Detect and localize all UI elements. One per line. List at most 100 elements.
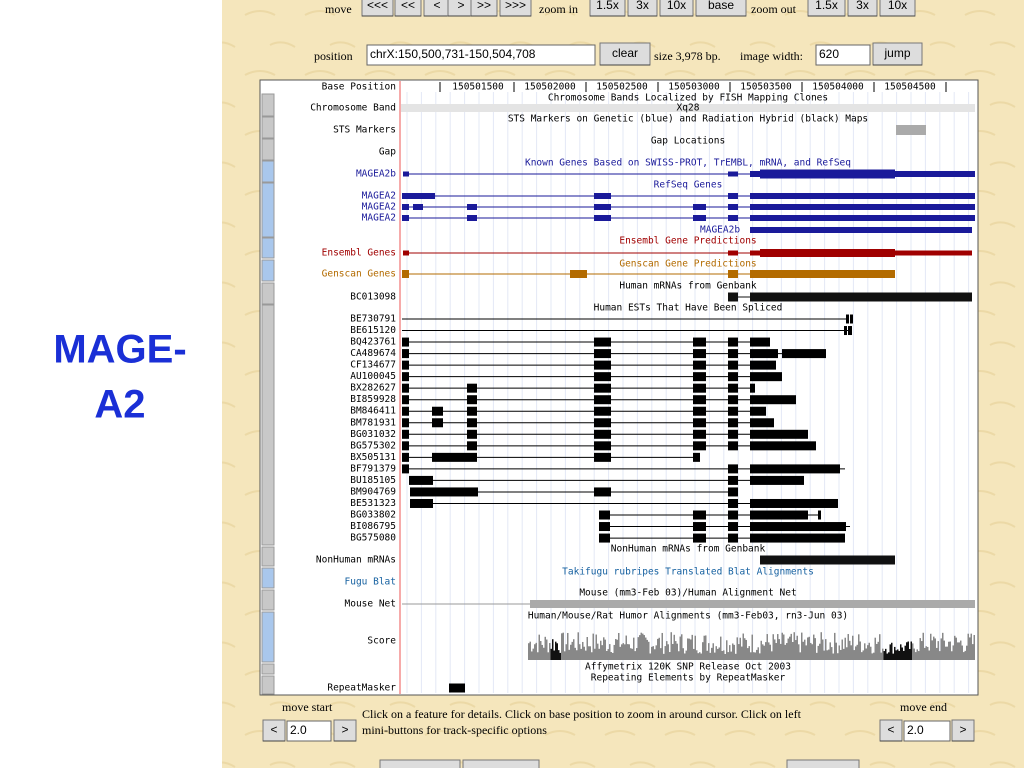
feature[interactable]	[750, 533, 845, 543]
mini-button[interactable]	[261, 663, 275, 675]
feature[interactable]	[402, 418, 409, 428]
mini-button[interactable]	[261, 182, 275, 238]
track-label[interactable]: BG033802	[350, 510, 396, 521]
feature[interactable]	[402, 429, 409, 439]
mini-button[interactable]	[261, 93, 275, 117]
feature[interactable]	[402, 383, 409, 393]
feature[interactable]	[760, 249, 895, 257]
feature[interactable]	[693, 360, 706, 370]
feature[interactable]	[467, 395, 477, 405]
feature[interactable]	[750, 337, 770, 347]
track-label[interactable]: Score	[367, 636, 396, 647]
feature[interactable]	[728, 487, 738, 497]
feature[interactable]	[594, 418, 611, 428]
track-label[interactable]: BM904769	[350, 486, 396, 497]
feature[interactable]	[728, 215, 738, 221]
feature[interactable]	[750, 475, 804, 485]
feature[interactable]	[449, 683, 465, 693]
start-left-button-text[interactable]: <	[270, 723, 277, 737]
track-label[interactable]: BG575302	[350, 440, 396, 451]
feature[interactable]	[750, 360, 776, 370]
feature[interactable]	[750, 429, 808, 439]
end-input-text[interactable]: 2.0	[907, 723, 924, 737]
feature[interactable]	[467, 418, 477, 428]
feature[interactable]	[594, 193, 611, 199]
track-label[interactable]: BG575080	[350, 533, 396, 544]
mini-button[interactable]	[261, 675, 275, 695]
feature[interactable]	[599, 510, 610, 520]
mini-button[interactable]	[261, 160, 275, 183]
move-button-text[interactable]: >>	[477, 0, 491, 12]
feature[interactable]	[760, 169, 895, 179]
feature[interactable]	[467, 383, 477, 393]
move-button-text[interactable]: <<<	[367, 0, 388, 12]
feature[interactable]	[402, 215, 409, 221]
feature[interactable]	[750, 418, 774, 428]
feature[interactable]	[693, 452, 700, 462]
feature[interactable]	[402, 464, 409, 474]
feature[interactable]	[432, 418, 443, 428]
feature[interactable]	[728, 395, 738, 405]
feature[interactable]	[594, 395, 611, 405]
feature[interactable]	[403, 171, 409, 177]
feature[interactable]	[594, 360, 611, 370]
feature[interactable]	[693, 429, 706, 439]
feature[interactable]	[570, 270, 587, 278]
feature[interactable]	[728, 349, 738, 359]
end-input[interactable]	[903, 720, 951, 742]
feature[interactable]	[594, 487, 611, 497]
feature[interactable]	[750, 441, 816, 451]
feature[interactable]	[728, 429, 738, 439]
mini-button[interactable]	[261, 116, 275, 139]
feature[interactable]	[402, 441, 409, 451]
feature[interactable]	[693, 406, 706, 416]
image-width-input-text[interactable]: 620	[819, 47, 839, 61]
feature[interactable]	[750, 193, 975, 199]
feature[interactable]	[750, 270, 895, 278]
mini-button[interactable]	[261, 546, 275, 567]
feature[interactable]	[750, 383, 755, 393]
feature[interactable]	[750, 372, 782, 382]
track-label[interactable]: RepeatMasker	[327, 683, 396, 694]
feature[interactable]	[594, 406, 611, 416]
mini-button[interactable]	[261, 259, 275, 282]
feature[interactable]	[594, 215, 611, 221]
track-label[interactable]: BE531323	[350, 498, 396, 509]
end-right-button-text[interactable]: >	[959, 723, 966, 737]
zoom-in-button-text[interactable]: base	[708, 0, 734, 12]
feature[interactable]	[693, 204, 706, 210]
mini-button[interactable]	[261, 282, 275, 305]
jump-button-text[interactable]: jump	[883, 46, 910, 60]
feature[interactable]	[728, 193, 738, 199]
feature[interactable]	[402, 204, 409, 210]
feature[interactable]	[599, 533, 610, 543]
feature[interactable]	[594, 429, 611, 439]
feature[interactable]	[728, 510, 738, 520]
feature[interactable]	[728, 475, 738, 485]
zoom-out-button-text[interactable]: 10x	[888, 0, 907, 12]
feature[interactable]	[594, 337, 611, 347]
track-label[interactable]: Chromosome Band	[310, 103, 396, 114]
track-label[interactable]: Ensembl Genes	[322, 248, 396, 259]
position-input[interactable]	[366, 44, 596, 66]
zoom-in-button-text[interactable]: 1.5x	[596, 0, 619, 12]
feature[interactable]	[402, 452, 409, 462]
feature[interactable]	[693, 372, 706, 382]
zoom-out-button-text[interactable]: 3x	[856, 0, 869, 12]
feature[interactable]	[728, 522, 738, 532]
feature[interactable]	[693, 510, 706, 520]
feature[interactable]	[750, 349, 778, 359]
track-label[interactable]: BE730791	[350, 314, 396, 325]
image-width-input[interactable]	[815, 44, 871, 66]
feature[interactable]	[693, 418, 706, 428]
track-label[interactable]: BE615120	[350, 325, 396, 336]
feature[interactable]	[402, 270, 409, 278]
feature[interactable]	[728, 337, 738, 347]
feature[interactable]	[728, 270, 738, 278]
feature[interactable]	[467, 406, 477, 416]
mini-button[interactable]	[261, 611, 275, 663]
partial-button[interactable]	[786, 759, 860, 768]
track-label[interactable]: MAGEA2b	[356, 169, 396, 180]
feature[interactable]	[760, 555, 895, 565]
feature[interactable]	[728, 464, 738, 474]
